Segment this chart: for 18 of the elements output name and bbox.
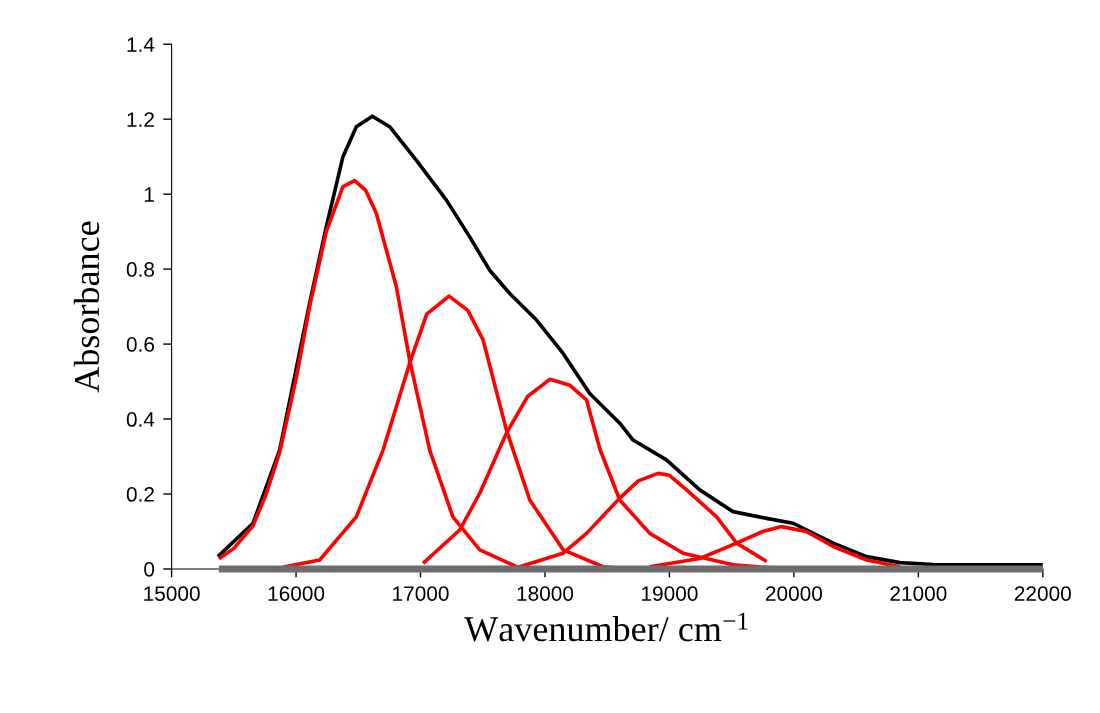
x-tick-label: 17000: [393, 586, 449, 601]
x-tick-label: 20000: [765, 586, 823, 601]
y-tick-label: 0.2: [126, 487, 154, 502]
x-tick-label: 22000: [1014, 586, 1071, 601]
x-tick-label: 21000: [890, 586, 947, 601]
y-tick-label: 1: [144, 187, 154, 202]
y-tick-label: 1.4: [127, 37, 155, 52]
y-tick-label: 0: [144, 561, 155, 577]
x-tick-label: 16000: [268, 586, 325, 601]
y-axis-title: Absorbance: [73, 221, 100, 393]
y-tick-label: 0.4: [126, 412, 155, 427]
x-tick-label: 19000: [642, 586, 698, 601]
x-tick-label: 18000: [517, 586, 574, 601]
y-tick-label: 0.6: [126, 337, 155, 352]
y-tick-label: 1.2: [127, 112, 154, 127]
x-tick-label: 15000: [144, 586, 200, 601]
x-axis-title: Wavenumber/ cm$^{−1}$: [464, 612, 748, 642]
y-tick-label: 0.8: [126, 262, 155, 277]
